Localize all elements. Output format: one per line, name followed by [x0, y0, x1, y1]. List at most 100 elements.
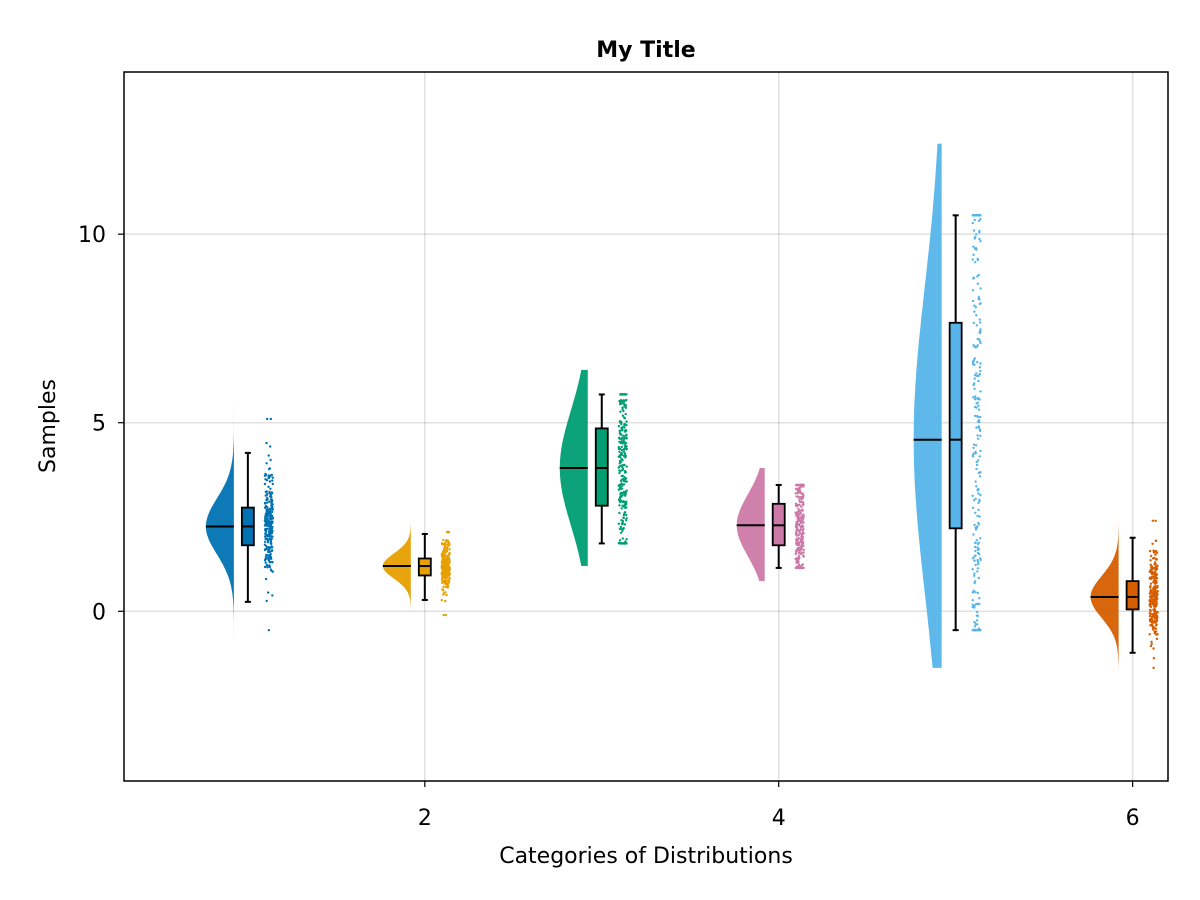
rain-point [619, 525, 622, 529]
rain-point [801, 514, 804, 518]
rain-point [972, 499, 976, 502]
rain-point [623, 426, 626, 429]
rain-point [620, 491, 624, 495]
rain-point [445, 593, 448, 597]
rain-point [443, 549, 446, 552]
rain-point [620, 452, 623, 455]
rain-point [623, 523, 627, 526]
rain-point [618, 487, 622, 491]
rain-point [971, 506, 975, 509]
rain-point [1154, 563, 1157, 566]
rain-point [1154, 549, 1158, 553]
rain-point [441, 588, 444, 591]
rain-point [1153, 575, 1156, 578]
rain-point [1154, 585, 1157, 588]
rain-point [1148, 633, 1151, 636]
rain-point [974, 541, 977, 544]
y-axis-ticks: 0 5 10 [78, 223, 124, 625]
rain-point [617, 425, 621, 428]
rain-point [265, 524, 268, 527]
rain-point [618, 403, 622, 406]
rain-point [976, 434, 979, 437]
rain-point [625, 420, 628, 423]
rain-point [973, 218, 976, 222]
rain-point [971, 591, 975, 594]
rain-point [621, 522, 625, 525]
rain-point [268, 564, 271, 567]
rain-point [971, 455, 975, 458]
rain-point [441, 566, 444, 569]
rain-point [801, 504, 804, 507]
rain-point [800, 505, 803, 508]
rain-point [446, 556, 449, 560]
rain-point [1149, 603, 1152, 607]
rain-point [1153, 619, 1157, 622]
rain-point [1156, 633, 1159, 636]
rain-point [266, 566, 269, 569]
rain-point [267, 628, 271, 632]
rain-point [1150, 569, 1153, 573]
rain-point [1152, 571, 1156, 574]
rain-point [271, 530, 274, 533]
rain-point [1148, 570, 1151, 573]
rain-point [979, 321, 982, 324]
rain-point [973, 555, 976, 558]
rain-point [618, 504, 621, 507]
rain-point [973, 374, 977, 377]
rain-point [979, 240, 982, 243]
rain-point [971, 557, 975, 560]
rain-point [1155, 577, 1159, 580]
rain-point [441, 543, 444, 546]
rain-point [624, 469, 627, 473]
rain-point [624, 542, 628, 545]
x-tick-label: 2 [418, 806, 432, 831]
rain-point [624, 406, 628, 409]
rain-point [799, 552, 803, 556]
rain-point [621, 448, 624, 452]
rain-point [797, 507, 800, 510]
rain-point [624, 412, 627, 416]
rain-point [444, 564, 447, 568]
rain-point [1153, 582, 1157, 585]
rain-point [266, 538, 269, 541]
rain-point [268, 522, 271, 525]
rain-point [447, 544, 450, 548]
rain-point [799, 496, 802, 499]
rain-point [623, 504, 627, 507]
rain-point [971, 258, 974, 261]
rain-point [619, 460, 623, 464]
rain-point [974, 497, 977, 500]
rain-point [624, 540, 627, 543]
rain-point [796, 514, 799, 518]
rain-point [623, 493, 626, 496]
rain-point [1149, 608, 1152, 612]
rain-point [265, 547, 268, 550]
rain-point [442, 555, 446, 558]
rain-point [268, 546, 272, 549]
rain-point [1154, 616, 1157, 619]
rain-point [801, 500, 804, 504]
rain-point [800, 483, 803, 487]
rain-point [623, 422, 626, 426]
rain-point [979, 218, 982, 221]
rain-point [796, 490, 800, 493]
rain-point [971, 299, 975, 303]
rain-point [448, 558, 451, 561]
rain-point [263, 543, 267, 546]
rain-point [625, 433, 628, 436]
rain-point [445, 549, 449, 552]
rain-point [799, 545, 802, 549]
rain-point [800, 539, 804, 542]
density-cloud [205, 403, 234, 642]
rain-point [264, 535, 267, 539]
rain-point [1152, 647, 1155, 650]
rain-point [971, 361, 975, 364]
rain-point [448, 548, 451, 551]
rain-point [977, 426, 981, 429]
rain-point [623, 399, 627, 402]
rain-point [269, 514, 273, 517]
rain-point [263, 565, 267, 569]
rain-point [795, 541, 798, 544]
rain-point [625, 424, 628, 427]
rain-point [973, 304, 976, 307]
